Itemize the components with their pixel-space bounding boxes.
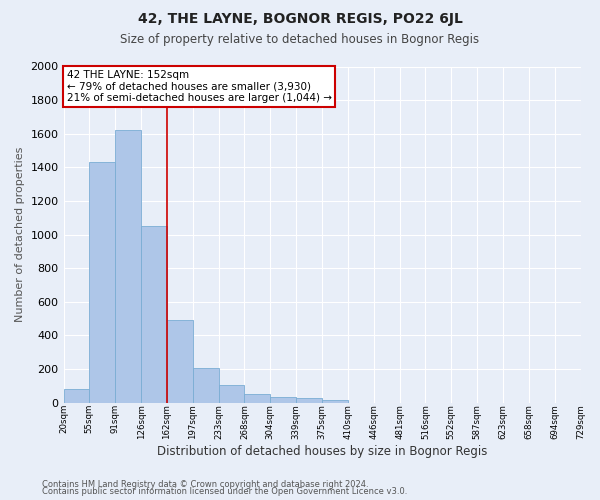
Bar [141, 226, 167, 402]
Bar [244, 394, 271, 402]
X-axis label: Distribution of detached houses by size in Bognor Regis: Distribution of detached houses by size … [157, 444, 487, 458]
Text: 42 THE LAYNE: 152sqm
← 79% of detached houses are smaller (3,930)
21% of semi-de: 42 THE LAYNE: 152sqm ← 79% of detached h… [67, 70, 332, 103]
Text: Contains HM Land Registry data © Crown copyright and database right 2024.: Contains HM Land Registry data © Crown c… [42, 480, 368, 489]
Text: Size of property relative to detached houses in Bognor Regis: Size of property relative to detached ho… [121, 32, 479, 46]
Bar [115, 130, 141, 402]
Text: 42, THE LAYNE, BOGNOR REGIS, PO22 6JL: 42, THE LAYNE, BOGNOR REGIS, PO22 6JL [137, 12, 463, 26]
Y-axis label: Number of detached properties: Number of detached properties [15, 147, 25, 322]
Bar [64, 389, 89, 402]
Bar [322, 400, 348, 402]
Text: Contains public sector information licensed under the Open Government Licence v3: Contains public sector information licen… [42, 487, 407, 496]
Bar [167, 320, 193, 402]
Bar [296, 398, 322, 402]
Bar [218, 386, 244, 402]
Bar [193, 368, 218, 402]
Bar [89, 162, 115, 402]
Bar [271, 397, 296, 402]
